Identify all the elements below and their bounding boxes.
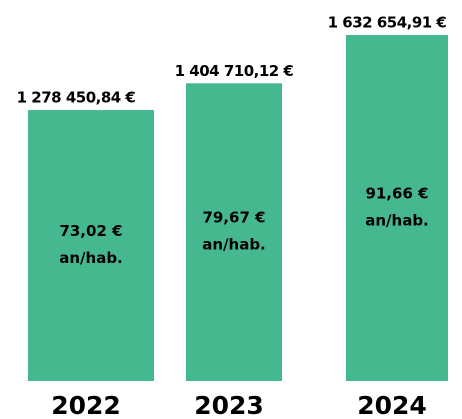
per-capita-label: 73,02 € xyxy=(59,222,122,240)
per-capita-label: 79,67 € xyxy=(202,209,265,227)
value-label: 1 278 450,84 € xyxy=(17,89,136,107)
x-tick-label: 2023 xyxy=(194,391,264,419)
per-capita-unit: an/hab. xyxy=(59,249,123,267)
x-tick-label: 2024 xyxy=(357,391,427,419)
value-label: 1 632 654,91 € xyxy=(328,14,447,32)
per-capita-unit: an/hab. xyxy=(365,212,429,230)
per-capita-unit: an/hab. xyxy=(202,236,266,254)
per-capita-label: 91,66 € xyxy=(365,185,428,203)
bar xyxy=(186,83,282,382)
x-tick-label: 2022 xyxy=(51,391,121,419)
bar xyxy=(28,110,154,382)
bar xyxy=(346,35,448,381)
value-label: 1 404 710,12 € xyxy=(175,62,294,80)
